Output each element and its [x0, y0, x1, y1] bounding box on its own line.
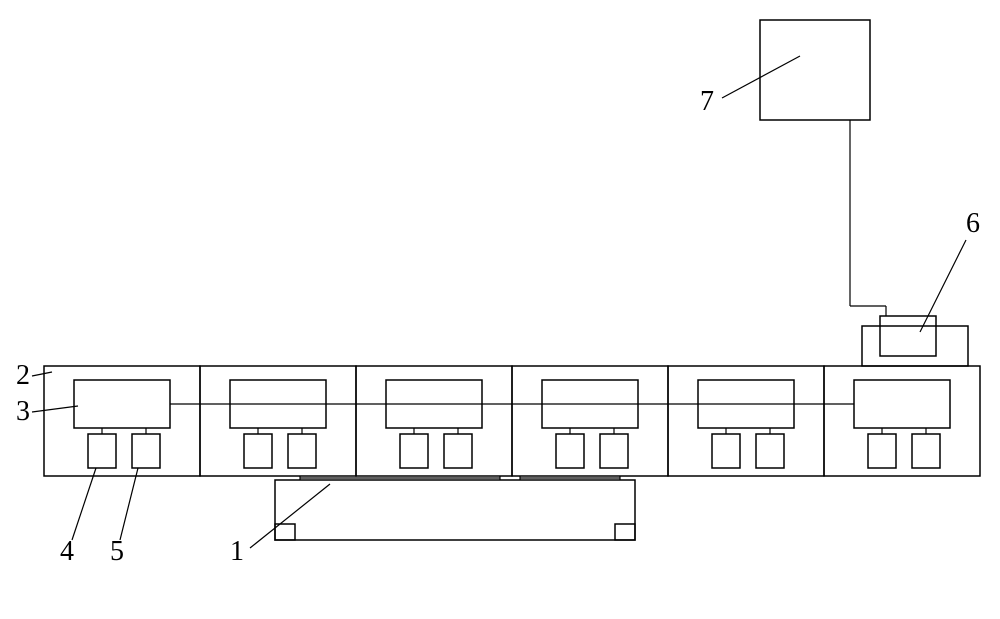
leader-5 — [120, 468, 138, 540]
module-5-sub-right — [756, 434, 784, 468]
module-5-sub-left — [712, 434, 740, 468]
leader-7 — [722, 56, 800, 98]
node6-outer — [862, 326, 968, 366]
module-1-sub-left — [88, 434, 116, 468]
label-5: 5 — [110, 536, 124, 567]
module-6 — [824, 366, 980, 476]
leader-1 — [250, 484, 330, 548]
label-1: 1 — [230, 536, 244, 567]
module-2-sub-right — [288, 434, 316, 468]
label-6: 6 — [966, 208, 980, 239]
module-2-sub-left — [244, 434, 272, 468]
module-1 — [44, 366, 200, 476]
leader-4 — [72, 468, 96, 540]
label-4: 4 — [60, 536, 74, 567]
module-3-sub-left — [400, 434, 428, 468]
module-4-sub-left — [556, 434, 584, 468]
module-3-sub-right — [444, 434, 472, 468]
module-4-sub-right — [600, 434, 628, 468]
module-3 — [356, 366, 512, 476]
top-block — [760, 20, 870, 120]
bottom-bar-left-tab — [275, 524, 295, 540]
module-2 — [200, 366, 356, 476]
leader-3 — [32, 406, 78, 412]
module-5 — [668, 366, 824, 476]
module-4 — [512, 366, 668, 476]
module-1-inner — [74, 380, 170, 428]
module-6-sub-right — [912, 434, 940, 468]
module-6-sub-left — [868, 434, 896, 468]
leader-6 — [920, 240, 966, 332]
label-7: 7 — [700, 86, 714, 117]
module-6-inner — [854, 380, 950, 428]
label-2: 2 — [16, 360, 30, 391]
node6-inner — [880, 316, 936, 356]
leader-2 — [32, 372, 52, 376]
module-1-sub-right — [132, 434, 160, 468]
bottom-bar — [275, 480, 635, 540]
bottom-bar-right-tab — [615, 524, 635, 540]
label-3: 3 — [16, 396, 30, 427]
